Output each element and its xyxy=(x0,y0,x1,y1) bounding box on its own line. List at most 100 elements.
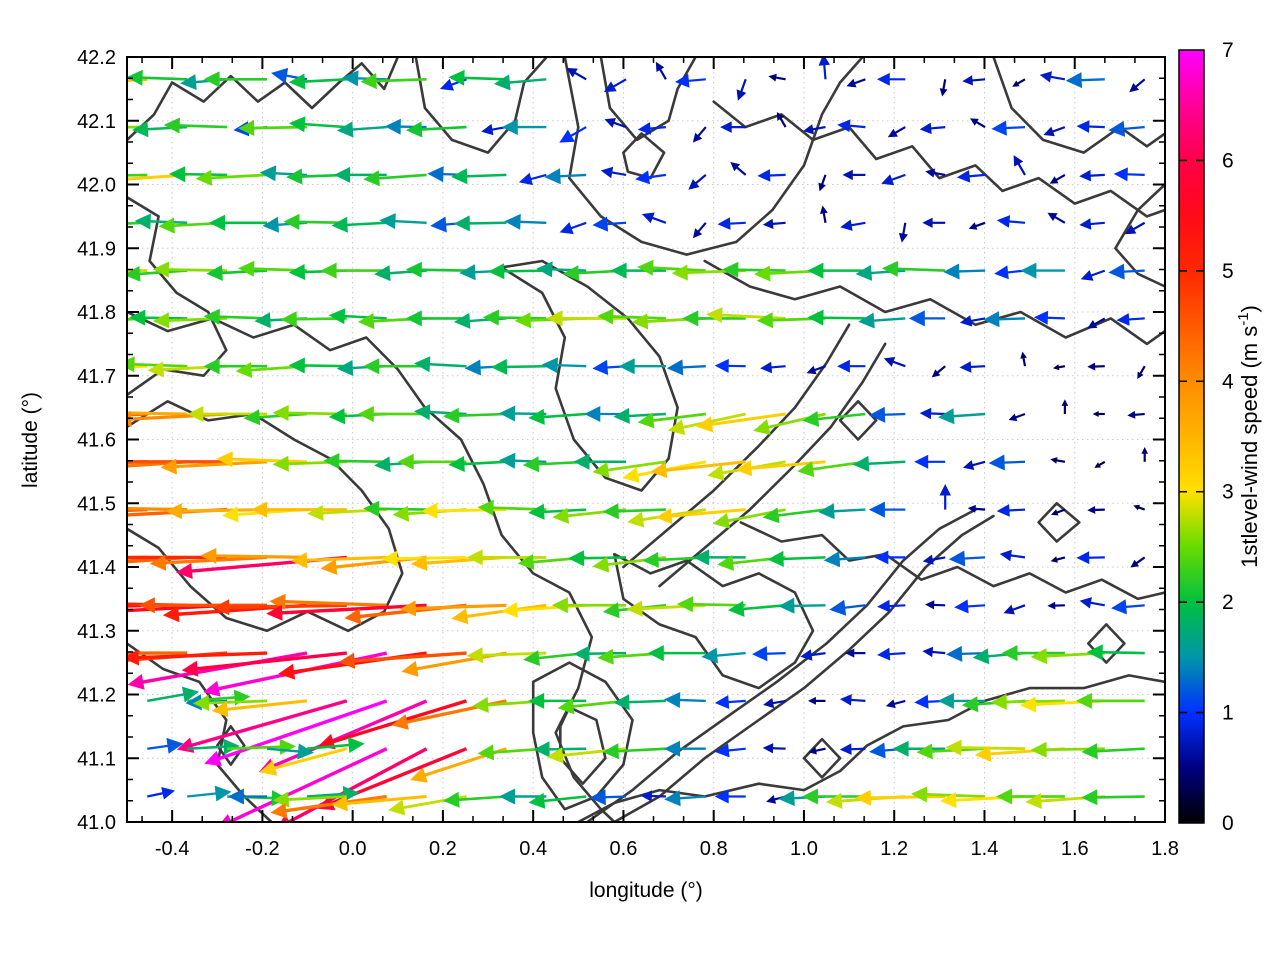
wind-vector xyxy=(1047,212,1066,224)
wind-vector xyxy=(762,218,786,229)
wind-vector xyxy=(1076,551,1105,565)
wind-vector xyxy=(675,73,706,88)
wind-vector xyxy=(1124,221,1146,235)
wind-vector xyxy=(898,222,908,243)
wind-vector xyxy=(544,168,587,185)
wind-vector xyxy=(259,747,348,776)
wind-vector xyxy=(363,358,427,375)
wind-vector xyxy=(169,166,228,183)
wind-vector xyxy=(204,699,388,767)
wind-vector xyxy=(405,310,467,327)
wind-vector xyxy=(334,166,387,183)
wind-vector xyxy=(996,504,1026,517)
wind-vector xyxy=(655,61,667,80)
y-axis-label: latitude (°) xyxy=(19,392,42,488)
wind-vector xyxy=(405,261,467,278)
wind-vector xyxy=(908,310,946,327)
wind-vector xyxy=(1013,155,1026,176)
wind-vector xyxy=(818,57,830,80)
wind-vector xyxy=(931,365,946,378)
wind-vector xyxy=(127,651,188,655)
wind-vector xyxy=(357,406,427,422)
wind-vector xyxy=(379,213,427,230)
y-tick-label: 41.6 xyxy=(77,430,116,452)
wind-vector xyxy=(533,741,587,758)
wind-vector xyxy=(603,78,627,93)
wind-vector xyxy=(806,365,826,375)
wind-vector xyxy=(842,169,866,181)
wind-vector xyxy=(331,794,427,812)
wind-vector xyxy=(1094,460,1106,468)
wind-vector xyxy=(868,406,906,423)
wind-vector xyxy=(696,412,786,433)
wind-vector xyxy=(211,699,308,718)
wind-vector xyxy=(1080,269,1106,281)
wind-vector xyxy=(1019,696,1105,713)
wind-vector xyxy=(1113,167,1145,182)
wind-vector xyxy=(541,357,587,374)
wind-vector xyxy=(288,73,347,90)
wind-vector xyxy=(187,738,240,755)
wind-vector xyxy=(858,312,906,329)
wind-vector xyxy=(996,215,1026,228)
wind-vector xyxy=(1086,644,1145,661)
wind-vector xyxy=(736,78,747,101)
wind-vector xyxy=(823,551,866,568)
wind-vector xyxy=(1047,601,1065,610)
wind-vector xyxy=(626,600,706,617)
wind-vector xyxy=(1033,310,1065,325)
wind-vector xyxy=(714,743,746,758)
wind-vector xyxy=(421,502,507,519)
wind-vector xyxy=(320,262,387,279)
wind-vector xyxy=(846,78,866,88)
wind-vector xyxy=(597,308,666,325)
wind-vector xyxy=(381,550,467,567)
wind-vector xyxy=(448,69,507,86)
wind-vector xyxy=(618,358,666,375)
contour-line xyxy=(531,661,634,811)
wind-vector xyxy=(968,221,986,230)
wind-vector xyxy=(363,170,427,187)
wind-vector xyxy=(216,451,307,468)
wind-vector xyxy=(443,407,507,424)
wind-vector xyxy=(613,694,666,711)
wind-vector xyxy=(854,789,946,806)
wind-vector xyxy=(840,219,866,231)
contour-line xyxy=(216,725,246,766)
wind-vector xyxy=(262,216,307,233)
wind-vector xyxy=(405,121,467,138)
wind-vector xyxy=(800,649,826,661)
wind-vector xyxy=(127,221,148,225)
contour-line xyxy=(414,57,549,154)
wind-vector xyxy=(1020,262,1065,279)
wind-vector xyxy=(722,261,786,278)
wind-vector xyxy=(203,358,267,375)
wind-vector xyxy=(1076,120,1105,133)
wind-vector xyxy=(1075,692,1145,709)
contour-line xyxy=(576,674,1165,822)
wind-vector xyxy=(818,174,827,192)
contour-line xyxy=(127,310,616,822)
contour-line xyxy=(712,100,1165,218)
contour-line xyxy=(1114,183,1165,288)
wind-vector xyxy=(331,216,387,233)
wind-vector xyxy=(803,124,826,135)
wind-vector xyxy=(536,261,587,278)
wind-vector xyxy=(1127,410,1145,419)
contour-line xyxy=(613,552,815,690)
wind-vector xyxy=(181,651,347,677)
wind-vector xyxy=(943,263,986,280)
wind-vector xyxy=(802,411,866,427)
wind-vector xyxy=(839,694,866,706)
contour-line xyxy=(558,705,607,786)
wind-vector xyxy=(999,549,1026,562)
vector-layer xyxy=(127,57,1148,822)
wind-vector xyxy=(187,785,232,802)
wind-vector xyxy=(922,646,946,658)
wind-vector xyxy=(127,460,228,464)
contour-line xyxy=(739,521,1165,601)
wind-vector xyxy=(877,72,906,86)
wind-vector xyxy=(504,213,547,230)
